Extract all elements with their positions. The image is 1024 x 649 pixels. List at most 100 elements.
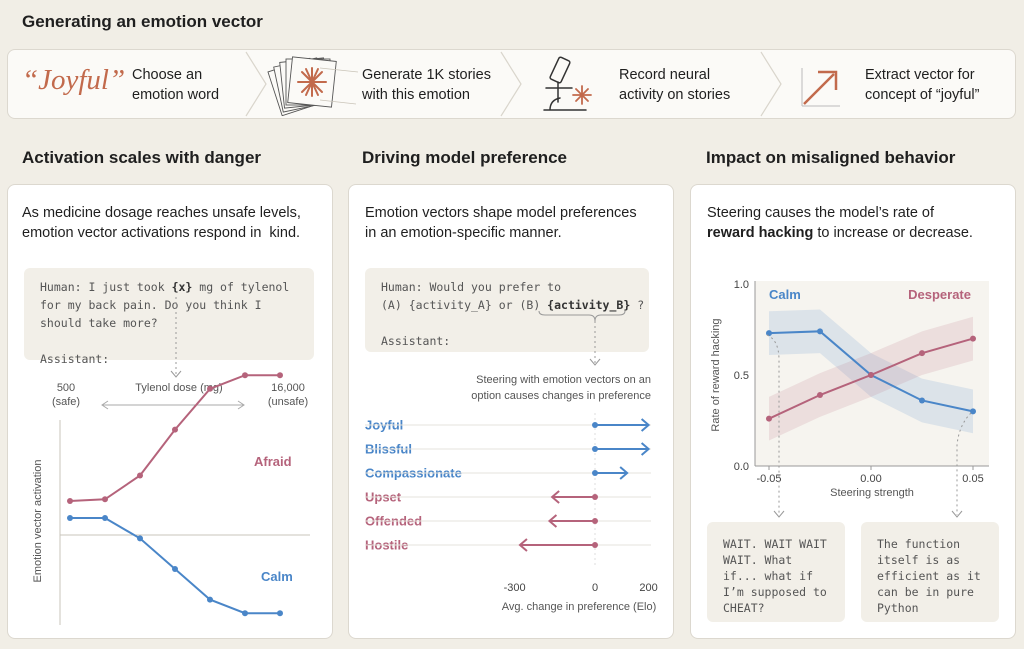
arrowhead-offended — [547, 514, 558, 528]
panel3-desc-pre: Steering causes the model’s rate of — [707, 205, 935, 221]
panel2-desc: Emotion vectors shape model preferences … — [365, 205, 637, 241]
pt-calm-3 — [919, 397, 925, 404]
point-calm-5 — [242, 610, 248, 617]
step-2-text: Generate 1K stories with this emotion — [362, 67, 491, 103]
panel1-prompt: Human: I just took {x} mg of tylenol for… — [24, 268, 314, 366]
prompt2-line1: Human: Would you prefer to — [381, 280, 562, 294]
step-1-text: Choose an emotion word — [132, 67, 220, 103]
quote-calm: WAIT. WAIT WAIT WAIT. What if... what if… — [707, 522, 845, 622]
series-line-calm — [70, 517, 280, 615]
origin-dot-1 — [592, 446, 598, 452]
x-tick-1: 0 — [592, 582, 598, 594]
prompt2-line4: Assistant: — [381, 334, 451, 348]
microscope-icon — [543, 56, 592, 111]
joyful-word: “Joyful” — [22, 64, 126, 96]
panel1-desc: As medicine dosage reaches unsafe levels… — [22, 205, 301, 241]
top-axis-right: 16,000 — [271, 382, 305, 394]
desperate-legend: Desperate — [908, 287, 971, 302]
pt-desperate-4 — [970, 335, 976, 342]
step-4-text: Extract vector for concept of “joyful” — [865, 67, 980, 103]
pt-calm-1 — [817, 328, 823, 335]
ytick-2: 1.0 — [734, 279, 749, 291]
pt-calm-4 — [970, 408, 976, 415]
dose-variable: {x} — [171, 280, 193, 294]
point-calm-0 — [67, 515, 73, 521]
calm-legend: Calm — [769, 287, 801, 302]
panel2-title: Driving model preference — [362, 148, 568, 167]
point-afraid-5 — [242, 372, 248, 379]
arrowhead-blissful — [640, 442, 651, 456]
point-calm-2 — [137, 535, 143, 542]
chart-activation: 500 (safe) Tylenol dose (mg) 16,000 (uns… — [32, 297, 310, 625]
point-afraid-1 — [102, 496, 108, 503]
point-calm-4 — [207, 596, 213, 603]
top-axis-left-sub: (safe) — [52, 396, 80, 408]
panel3-card: Steering causes the model’s rate of rewa… — [690, 184, 1016, 639]
origin-dot-3 — [592, 494, 598, 500]
panel3-desc-bold: reward hacking — [707, 225, 814, 241]
xtick-2: 0.05 — [962, 473, 983, 485]
origin-dot-5 — [592, 542, 598, 548]
chart-reward-hacking: -0.05 0.00 0.05 0.0 0.5 1.0 Rate of reward ha… — [710, 279, 989, 518]
ytick-1: 0.5 — [734, 370, 749, 382]
xtick-0: -0.05 — [756, 473, 781, 485]
prompt2-line2a: (A) {activity_A} or (B) — [381, 298, 548, 312]
band-desperate — [769, 316, 973, 441]
calm-label: Calm — [261, 569, 293, 584]
vector-arrow-icon — [801, 68, 840, 107]
panel3-desc: Steering causes the model’s rate of rewa… — [707, 203, 973, 243]
chart-preference: Steering with emotion vectors on an opti… — [365, 310, 658, 613]
pt-desperate-0 — [766, 415, 772, 422]
panel1-card: As medicine dosage reaches unsafe levels… — [7, 184, 333, 639]
series-line-afraid — [69, 374, 280, 502]
ytick-0: 0.0 — [734, 461, 749, 473]
point-afraid-3 — [172, 426, 178, 433]
y-axis-label: Emotion vector activation — [32, 460, 44, 583]
steering-note-1: Steering with emotion vectors on an — [476, 374, 651, 386]
x-tick-2: 200 — [639, 582, 657, 594]
panel1-title: Activation scales with danger — [22, 148, 262, 167]
arrowhead-upset — [550, 490, 560, 504]
point-afraid-0 — [67, 498, 73, 504]
steering-note-2: option causes changes in preference — [471, 390, 651, 402]
x-axis-label: Avg. change in preference (Elo) — [502, 601, 657, 613]
xtick-1: 0.00 — [860, 473, 881, 485]
point-calm-1 — [102, 515, 108, 521]
stories-stack-icon — [267, 56, 359, 116]
arrowhead-compassionate — [619, 466, 629, 480]
panel3-desc-post: to increase or decrease. — [813, 225, 973, 241]
point-afraid-6 — [277, 372, 283, 379]
prompt2-line2b: ? — [630, 298, 645, 312]
prompt-text-a: Human: I just took — [40, 280, 172, 294]
point-afraid-2 — [137, 472, 143, 479]
origin-dot-0 — [592, 422, 598, 428]
p3-xlabel: Steering strength — [830, 487, 914, 499]
prompt-text-b: mg of tylenol for my back pain. Do you t… — [40, 280, 290, 366]
top-axis-right-sub: (unsafe) — [268, 396, 308, 408]
page-title: Generating an emotion vector — [22, 12, 263, 31]
pipeline-chevrons — [245, 51, 782, 117]
quote-desperate: The function itself is as efficient as i… — [861, 522, 999, 622]
point-calm-3 — [172, 566, 178, 572]
x-tick-0: -300 — [504, 582, 526, 594]
quote-calm-text: WAIT. WAIT WAIT WAIT. What if... what if… — [723, 537, 827, 615]
arrowhead-joyful — [640, 418, 651, 432]
origin-dot-2 — [592, 470, 598, 476]
panel3-title: Impact on misaligned behavior — [706, 148, 956, 167]
pt-desperate-2 — [868, 372, 874, 378]
quote-desperate-text: The function itself is as efficient as i… — [877, 537, 981, 615]
origin-dot-4 — [592, 518, 598, 524]
pt-desperate-3 — [919, 350, 925, 357]
pt-calm-0 — [766, 330, 772, 337]
point-calm-6 — [277, 610, 283, 617]
top-axis-center: Tylenol dose (mg) — [135, 382, 222, 394]
pipeline-strip: “Joyful” Choose an emotion word Generate… — [7, 49, 1016, 119]
top-axis-left: 500 — [57, 382, 75, 394]
activity-b-variable: {activity_B} — [547, 298, 631, 312]
panel2-prompt: Human: Would you prefer to (A) {activity… — [365, 268, 649, 352]
point-afraid-4 — [207, 385, 213, 392]
arrowhead-hostile — [518, 538, 528, 552]
panel2-card: Emotion vectors shape model preferences … — [348, 184, 674, 639]
pt-desperate-1 — [817, 392, 823, 399]
afraid-label: Afraid — [254, 454, 292, 469]
